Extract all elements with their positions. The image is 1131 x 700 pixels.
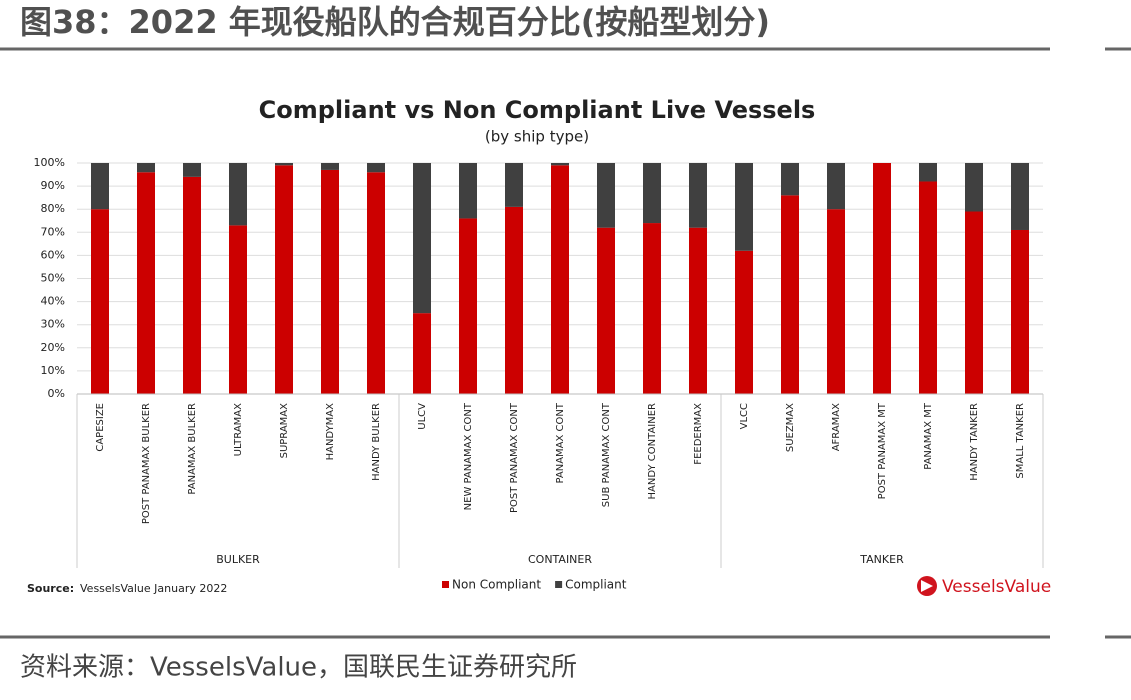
bar-segment xyxy=(643,163,661,224)
bar-segment xyxy=(367,163,385,173)
bar-segment xyxy=(689,163,707,228)
x-tick-label: NEW PANAMAX CONT xyxy=(463,402,474,510)
group-label: CONTAINER xyxy=(528,553,592,566)
bar-segment xyxy=(91,163,109,210)
group-label: TANKER xyxy=(859,553,904,566)
y-tick-label: 40% xyxy=(41,295,65,308)
x-tick-label: ULTRAMAX xyxy=(233,403,244,456)
x-tick-label: SUEZMAX xyxy=(785,403,796,452)
x-tick-label: FEEDERMAX xyxy=(693,403,704,465)
bar-segment xyxy=(965,211,983,394)
bar-segment xyxy=(643,223,661,394)
chart-title: Compliant vs Non Compliant Live Vessels xyxy=(259,96,816,124)
y-tick-label: 30% xyxy=(41,318,65,331)
bar-segment xyxy=(505,163,523,207)
x-tick-label: HANDYMAX xyxy=(325,403,336,461)
x-tick-label: HANDY TANKER xyxy=(969,403,980,481)
bar-segment xyxy=(275,165,293,394)
bar-segment xyxy=(919,181,937,394)
bar-segment xyxy=(735,250,753,394)
y-tick-label: 0% xyxy=(48,387,65,400)
source-text: VesselsValue January 2022 xyxy=(80,582,227,595)
bar-segment xyxy=(505,206,523,394)
x-tick-label: POST PANAMAX BULKER xyxy=(141,403,152,524)
report-title: 图38：2022 年现役船队的合规百分比(按船型划分) xyxy=(20,3,770,41)
bar-segment xyxy=(367,172,385,394)
bar-segment xyxy=(229,163,247,226)
x-tick-label: POST PANAMAX MT xyxy=(877,402,888,499)
x-tick-label: HANDY CONTAINER xyxy=(647,403,658,500)
x-tick-label: AFRAMAX xyxy=(831,403,842,451)
bar-segment xyxy=(1011,163,1029,230)
bar-segment xyxy=(781,163,799,196)
logo-icon xyxy=(921,580,933,592)
y-tick-label: 80% xyxy=(41,202,65,215)
y-tick-label: 60% xyxy=(41,248,65,261)
bar-segment xyxy=(597,227,615,394)
bar-segment xyxy=(91,209,109,394)
x-tick-label: PANAMAX MT xyxy=(923,402,934,470)
bar-segment xyxy=(229,225,247,394)
bar-segment xyxy=(459,163,477,219)
bar-segment xyxy=(735,163,753,251)
bar-segment xyxy=(413,313,431,394)
legend-label: Non Compliant xyxy=(452,578,541,592)
y-tick-label: 50% xyxy=(41,272,65,285)
bar-segment xyxy=(1011,229,1029,394)
y-tick-label: 90% xyxy=(41,179,65,192)
y-tick-label: 70% xyxy=(41,225,65,238)
bar-segment xyxy=(689,227,707,394)
y-tick-label: 100% xyxy=(34,156,65,169)
bar-segment xyxy=(321,163,339,170)
x-tick-label: SMALL TANKER xyxy=(1015,403,1026,479)
x-tick-label: CAPESIZE xyxy=(95,403,106,452)
bar-segment xyxy=(781,195,799,394)
x-tick-label: PANAMAX CONT xyxy=(555,402,566,483)
bar-segment xyxy=(137,172,155,394)
legend-label: Compliant xyxy=(565,578,627,592)
chart-subtitle: (by ship type) xyxy=(485,128,589,146)
bar-segment xyxy=(459,218,477,394)
bar-segment xyxy=(183,163,201,177)
bar-segment xyxy=(551,163,569,166)
x-tick-label: PANAMAX BULKER xyxy=(187,403,198,495)
bar-segment xyxy=(827,209,845,394)
group-label: BULKER xyxy=(216,553,260,566)
x-tick-label: VLCC xyxy=(739,403,750,429)
y-tick-label: 10% xyxy=(41,364,65,377)
bar-segment xyxy=(183,176,201,394)
bar-segment xyxy=(321,169,339,394)
bar-segment xyxy=(551,165,569,394)
x-tick-label: HANDY BULKER xyxy=(371,403,382,481)
bar-segment xyxy=(827,163,845,210)
bar-segment xyxy=(275,163,293,166)
logo-text: VesselsValue xyxy=(942,577,1051,597)
bar-segment xyxy=(413,163,431,314)
legend-swatch xyxy=(555,581,563,588)
bar-segment xyxy=(137,163,155,173)
bar-segment xyxy=(597,163,615,228)
footer-source: 资料来源：VesselsValue，国联民生证券研究所 xyxy=(20,653,577,683)
legend-swatch xyxy=(442,581,449,588)
bar-segment xyxy=(965,163,983,212)
x-tick-label: SUB PANAMAX CONT xyxy=(601,402,612,507)
source-label: Source: xyxy=(27,582,74,595)
x-tick-label: SUPRAMAX xyxy=(279,403,290,459)
y-tick-label: 20% xyxy=(41,341,65,354)
x-tick-label: ULCV xyxy=(417,403,428,430)
bar-segment xyxy=(873,163,891,394)
x-tick-label: POST PANAMAX CONT xyxy=(509,402,520,513)
bar-segment xyxy=(919,163,937,182)
